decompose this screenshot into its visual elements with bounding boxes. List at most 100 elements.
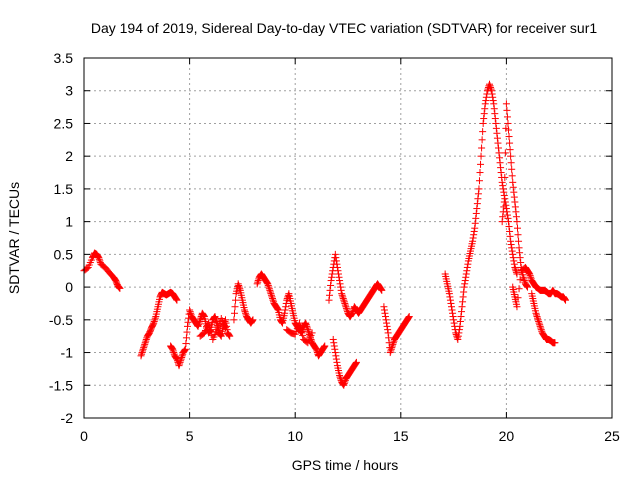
data-point [458, 308, 466, 316]
data-point [533, 313, 541, 321]
data-point [332, 257, 340, 265]
data-point [330, 342, 338, 350]
data-point [328, 273, 336, 281]
data-point [507, 152, 515, 160]
data-point [490, 100, 498, 108]
data-point [494, 144, 502, 152]
data-point [206, 323, 214, 331]
data-point [151, 314, 159, 322]
data-point [151, 316, 159, 324]
data-point [386, 349, 394, 357]
data-point [385, 334, 393, 342]
data-point [489, 93, 497, 101]
data-point [508, 172, 516, 180]
data-point [343, 306, 351, 314]
data-point [230, 309, 238, 317]
y-tick-label: -1 [61, 345, 74, 361]
data-point [175, 362, 183, 370]
data-point [334, 270, 342, 278]
data-point [449, 313, 457, 321]
data-point [186, 306, 194, 314]
data-point [181, 346, 189, 354]
data-point [328, 270, 336, 278]
data-point [499, 185, 507, 193]
data-point [225, 331, 233, 339]
data-point [488, 87, 496, 95]
data-point [537, 324, 545, 332]
data-point [254, 277, 262, 285]
data-point [248, 317, 256, 325]
data-point [333, 263, 341, 271]
data-point [180, 347, 188, 355]
data-point [320, 344, 328, 352]
data-point [331, 250, 339, 258]
data-point [150, 319, 158, 327]
data-point [312, 345, 320, 353]
data-point [481, 105, 489, 113]
data-point [302, 321, 310, 329]
data-point [225, 331, 233, 339]
data-point [515, 285, 523, 293]
data-point [480, 115, 488, 123]
data-point [311, 344, 319, 352]
data-point [475, 177, 483, 185]
data-point [383, 319, 391, 327]
data-point [526, 270, 534, 278]
data-point [298, 327, 306, 335]
data-point [493, 134, 501, 142]
data-point [500, 188, 508, 196]
data-point [473, 205, 481, 213]
data-point [335, 273, 343, 281]
data-point [265, 283, 273, 291]
data-point [459, 298, 467, 306]
data-point [537, 326, 545, 334]
data-point [461, 277, 469, 285]
data-point [336, 277, 344, 285]
data-point [494, 139, 502, 147]
data-point [447, 299, 455, 307]
data-point [523, 282, 531, 290]
data-point [383, 322, 391, 330]
data-point [560, 295, 568, 303]
data-point [477, 160, 485, 168]
data-point [326, 291, 334, 299]
data-point [249, 316, 257, 324]
data-point [461, 280, 469, 288]
data-point [195, 321, 203, 329]
data-point [504, 119, 512, 127]
data-point [330, 339, 338, 347]
data-point [492, 119, 500, 127]
data-point [205, 319, 213, 327]
data-point [178, 353, 186, 361]
data-point [512, 208, 520, 216]
data-point [352, 358, 360, 366]
data-point [488, 90, 496, 98]
data-point [331, 349, 339, 357]
data-point [405, 313, 413, 321]
data-point [380, 303, 388, 311]
data-point [235, 283, 243, 291]
data-point [194, 322, 202, 330]
data-point [516, 276, 524, 284]
data-point [511, 263, 519, 271]
data-point [116, 284, 124, 292]
data-point [269, 296, 277, 304]
data-point [501, 195, 509, 203]
data-point [284, 291, 292, 299]
data-points [80, 80, 570, 389]
data-point [352, 359, 360, 367]
data-point [448, 306, 456, 314]
data-point [337, 283, 345, 291]
data-point [381, 309, 389, 317]
data-point [459, 293, 467, 301]
data-point [283, 296, 291, 304]
data-point [507, 237, 515, 245]
data-point [273, 304, 281, 312]
y-tick-label: 0 [65, 279, 73, 295]
data-point [450, 316, 458, 324]
data-point [524, 283, 532, 291]
data-point [281, 306, 289, 314]
data-point [472, 209, 480, 217]
data-point [140, 342, 148, 350]
data-point [510, 188, 518, 196]
